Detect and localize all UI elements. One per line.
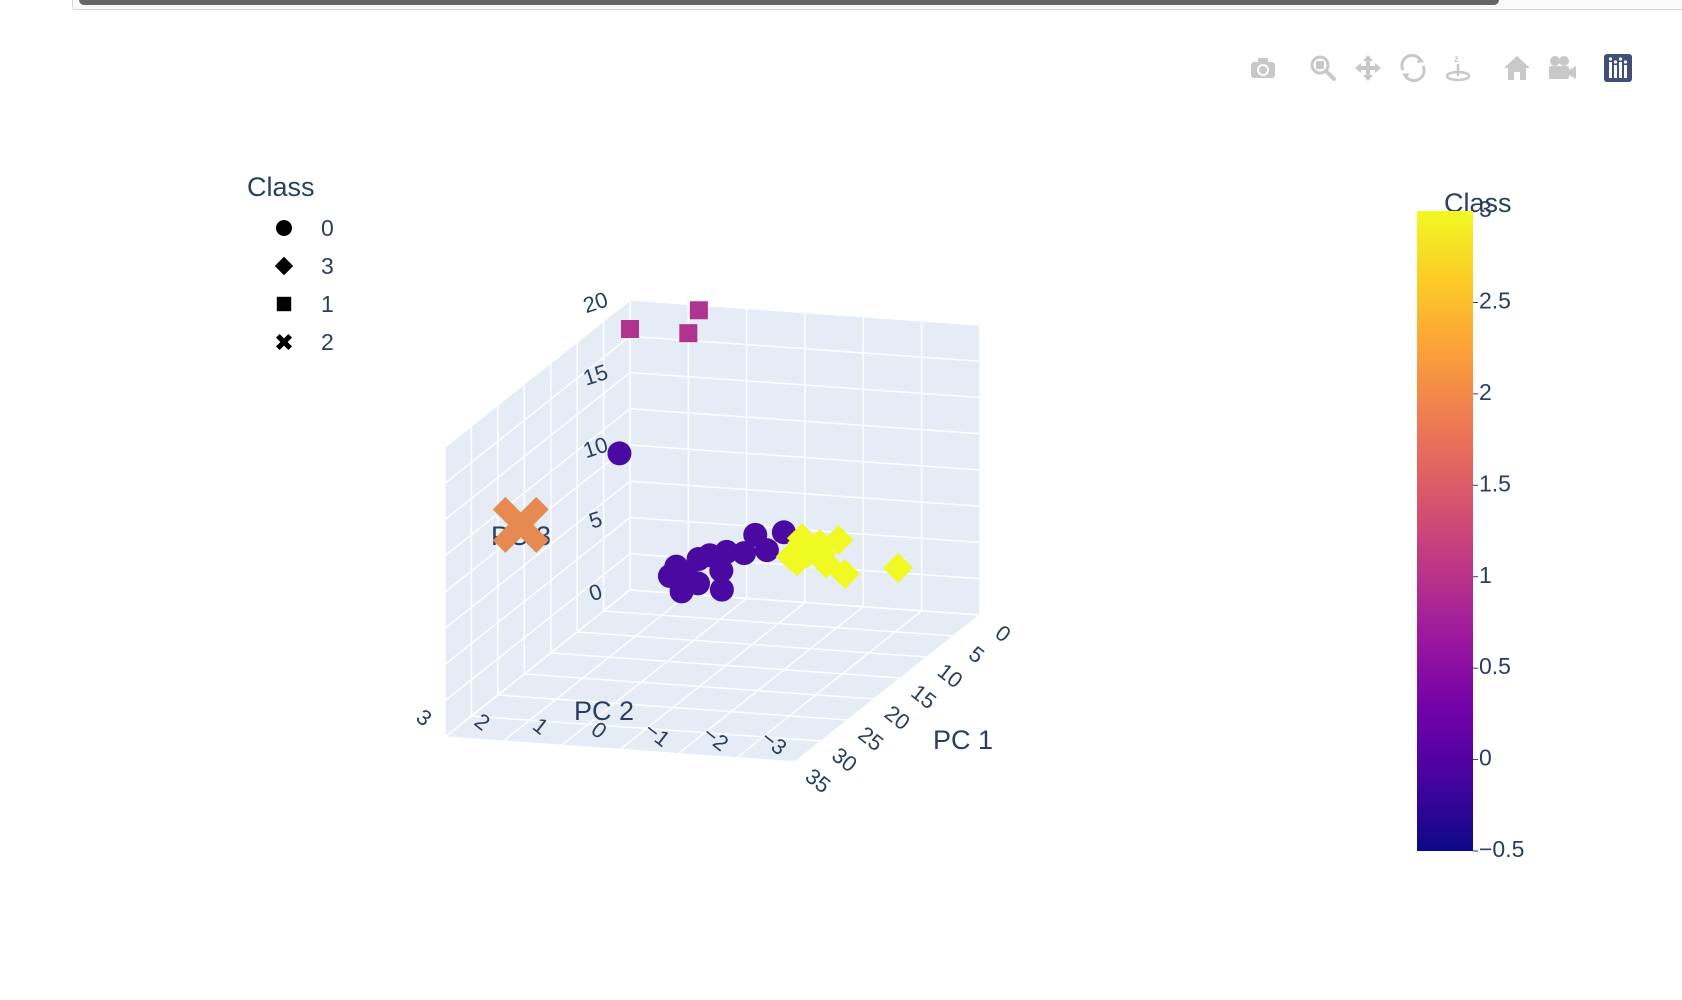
colorbar-tick-label: 3 xyxy=(1479,196,1492,222)
gridline-z-right xyxy=(629,299,981,326)
legend: Class 0 3 1 2 xyxy=(245,172,334,361)
point-class-2 xyxy=(492,496,549,553)
legend-item-0[interactable]: 0 xyxy=(245,209,334,247)
turntable-rotation-button[interactable]: z xyxy=(1440,50,1476,86)
tick-label-x: 25 xyxy=(854,721,889,756)
gridline-y-floor xyxy=(736,610,923,759)
colorbar-tick-label: 1 xyxy=(1479,562,1492,588)
tick-label-x: 0 xyxy=(991,620,1016,647)
gridline-y-floor xyxy=(561,597,748,746)
home-icon xyxy=(1504,56,1530,80)
colorbar-tick-label: 1.5 xyxy=(1479,470,1511,496)
tick-label-y: 3 xyxy=(412,704,437,731)
legend-item-2[interactable]: 2 xyxy=(245,323,334,361)
point-class-0 xyxy=(709,577,734,602)
pan-button[interactable] xyxy=(1350,50,1386,86)
point-class-0 xyxy=(743,522,768,547)
legend-items: 0 3 1 2 xyxy=(245,209,334,361)
svg-text:z: z xyxy=(1454,54,1459,65)
point-class-0 xyxy=(607,441,632,466)
plotly-logo-icon xyxy=(1604,54,1632,82)
camera-icon xyxy=(1251,58,1275,78)
camera-view-icon xyxy=(1549,56,1576,79)
gridline-y-floor xyxy=(502,593,689,742)
gridline-z-left xyxy=(444,408,631,557)
point-class-0 xyxy=(709,558,734,583)
gridline-y-floor xyxy=(677,606,864,755)
gridline-z-right xyxy=(629,480,981,507)
gridline-z-right xyxy=(629,371,981,399)
axis-title-x: PC 1 xyxy=(933,725,993,755)
gridline-z-left xyxy=(444,371,631,521)
camera-view-button[interactable] xyxy=(1544,50,1580,86)
tick-label-x: 15 xyxy=(906,679,941,714)
colorbar-tick-label: −0.5 xyxy=(1479,836,1524,862)
legend-item-3[interactable]: 3 xyxy=(245,247,334,285)
point-class-3 xyxy=(883,552,913,583)
turntable-rotation-icon: z xyxy=(1445,54,1471,82)
gridline-z-left xyxy=(444,299,631,448)
gridline-z-right xyxy=(629,444,981,471)
tick-label-x: 5 xyxy=(964,641,989,668)
axis-title-y: PC 2 xyxy=(574,696,634,726)
colorbar-gradient xyxy=(1417,211,1473,851)
tick-label-z: 20 xyxy=(580,287,611,318)
colorbar-tick-label: 0.5 xyxy=(1479,653,1511,679)
colorbar-tick-label: 2 xyxy=(1479,379,1492,405)
zoom-button[interactable] xyxy=(1305,50,1341,86)
point-class-0 xyxy=(669,579,694,604)
window-scrollbar[interactable] xyxy=(72,0,1682,10)
point-class-3 xyxy=(792,538,823,569)
tick-label-x: 20 xyxy=(880,700,915,735)
colorbar-tick-label: 2.5 xyxy=(1479,288,1511,314)
point-class-0 xyxy=(686,547,711,572)
camera-button[interactable] xyxy=(1245,50,1281,86)
scrollbar-thumb[interactable] xyxy=(79,0,1499,5)
tick-label-x: 30 xyxy=(827,742,862,777)
point-class-0 xyxy=(732,541,757,566)
gridline-y-floor xyxy=(619,601,806,751)
gridline-z-left xyxy=(444,516,631,666)
gridline-z-right xyxy=(629,408,981,435)
legend-item-label: 1 xyxy=(321,290,334,317)
zoom-icon xyxy=(1310,55,1336,81)
circle-symbol-icon xyxy=(276,220,292,236)
plotly-logo-button[interactable] xyxy=(1600,50,1636,86)
orbit-rotation-icon xyxy=(1400,53,1426,83)
point-class-3 xyxy=(786,523,817,554)
gridline-z-left xyxy=(444,553,631,702)
point-class-0 xyxy=(664,554,689,579)
diamond-symbol-icon xyxy=(274,256,294,276)
point-class-1 xyxy=(689,301,708,320)
orbit-rotation-button[interactable] xyxy=(1395,50,1431,86)
home-button[interactable] xyxy=(1499,50,1535,86)
legend-item-label: 2 xyxy=(321,328,334,355)
tick-label-x: 10 xyxy=(933,658,968,693)
tick-label-x: 35 xyxy=(801,763,836,798)
gridline-z-left xyxy=(444,335,631,484)
point-class-1 xyxy=(679,324,698,343)
square-symbol-icon xyxy=(276,296,292,312)
data-points xyxy=(492,301,913,604)
legend-item-1[interactable]: 1 xyxy=(245,285,334,323)
gridline-y-floor xyxy=(794,614,981,763)
pan-icon xyxy=(1355,55,1381,81)
gridline-z-left xyxy=(444,480,631,629)
x-symbol-icon xyxy=(276,334,292,350)
colorbar-tick-label: 0 xyxy=(1479,745,1492,771)
colorbar: Class 32.521.510.50−0.5 xyxy=(1417,188,1524,862)
gridline-z-left xyxy=(444,589,631,738)
point-class-3 xyxy=(775,541,806,572)
legend-title: Class xyxy=(247,172,315,202)
legend-item-label: 3 xyxy=(321,252,334,279)
point-class-1 xyxy=(621,320,639,338)
legend-item-label: 0 xyxy=(321,214,334,241)
